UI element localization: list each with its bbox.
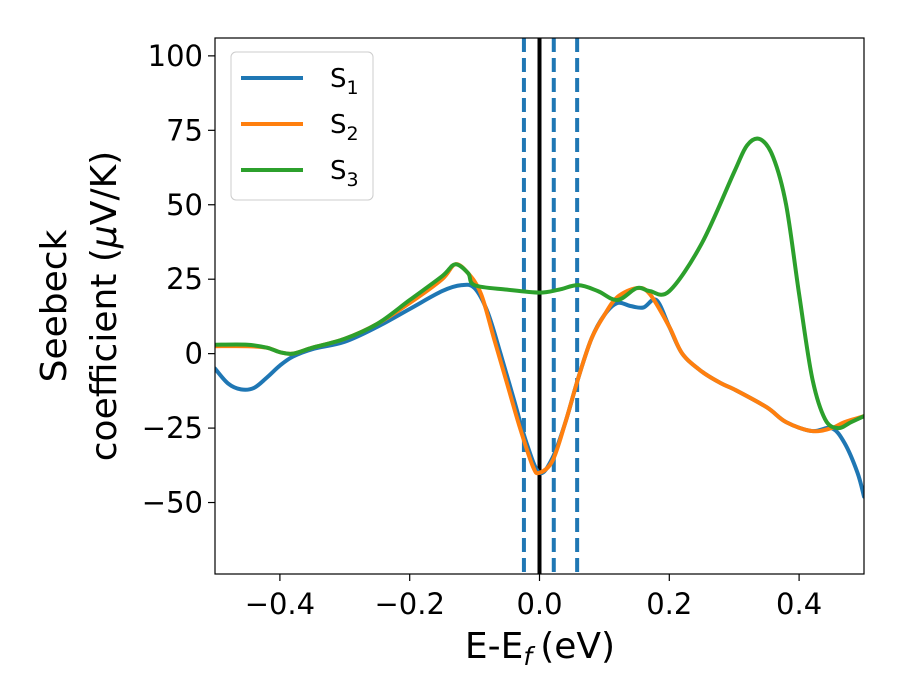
legend-label-s2: S2 (330, 110, 359, 145)
y-tick-label: 25 (166, 262, 203, 296)
series-lines (215, 136, 864, 499)
x-tick-label: 0.2 (646, 587, 692, 621)
legend-label-s1: S1 (330, 64, 359, 99)
y-axis: 100 75 50 25 0 −25 −50 (142, 39, 215, 520)
y-tick-label: 75 (166, 113, 203, 147)
legend-label-s3: S3 (330, 156, 359, 191)
y-axis-label-line1: Seebeck (34, 229, 75, 382)
x-axis-label: E-Ef (eV) (465, 626, 615, 671)
y-tick-label: 100 (148, 39, 203, 73)
y-tick-label: −25 (142, 411, 203, 445)
vertical-lines (521, 38, 580, 574)
y-tick-label: 0 (185, 337, 203, 371)
y-axis-label-line2: coefficient (μV/K) (84, 151, 125, 461)
x-tick-label: 0.0 (516, 587, 562, 621)
legend: S1 S2 S3 (230, 51, 374, 201)
x-tick-label: −0.4 (245, 587, 315, 621)
y-tick-label: −50 (142, 486, 203, 520)
x-axis: −0.4 −0.2 0.0 0.2 0.4 (245, 574, 822, 621)
series-line-s3 (215, 136, 864, 431)
y-axis-label: Seebeck coefficient (μV/K) (34, 151, 125, 461)
y-tick-label: 50 (166, 188, 203, 222)
x-tick-label: 0.4 (776, 587, 822, 621)
x-tick-label: −0.2 (374, 587, 444, 621)
